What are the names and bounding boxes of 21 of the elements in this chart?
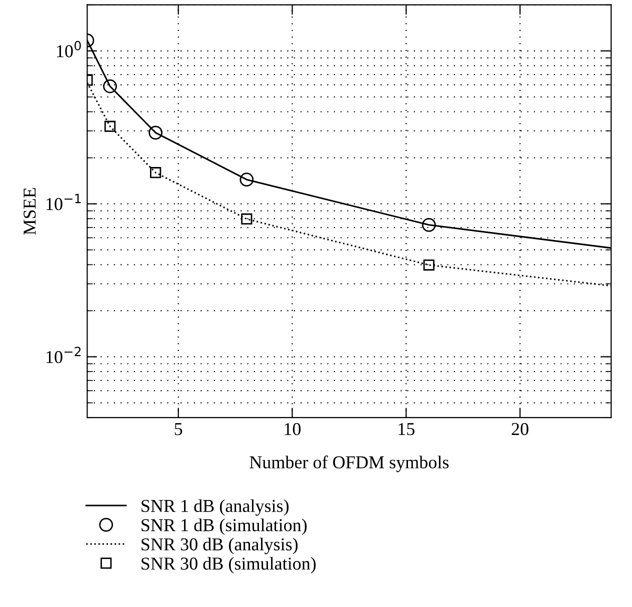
legend-label: SNR 1 dB (analysis) <box>142 499 289 516</box>
legend-label: SNR 1 dB (simulation) <box>142 518 307 535</box>
legend-label: SNR 30 dB (simulation) <box>142 557 316 574</box>
point <box>148 126 162 140</box>
point <box>240 172 254 187</box>
point <box>150 167 162 178</box>
x-tick-label: 5 <box>174 423 182 436</box>
point <box>422 218 436 232</box>
point <box>104 120 116 132</box>
y-tick-label: 10$^{−1}$ <box>46 194 81 210</box>
x-axis-title: Number of OFDM symbols <box>250 456 449 472</box>
legend-label: SNR 30 dB (analysis) <box>142 538 298 554</box>
y-tick-label: 10$^{−2}$ <box>46 346 81 364</box>
y-tick-label: 10$^{0}$ <box>57 40 81 58</box>
point <box>241 213 252 225</box>
x-tick-label: 20 <box>512 423 528 436</box>
point <box>103 79 117 94</box>
y-axis-title: MSEE <box>24 188 36 235</box>
point <box>423 259 434 271</box>
x-tick-label: 15 <box>398 423 414 436</box>
x-tick-label: 10 <box>284 423 301 436</box>
